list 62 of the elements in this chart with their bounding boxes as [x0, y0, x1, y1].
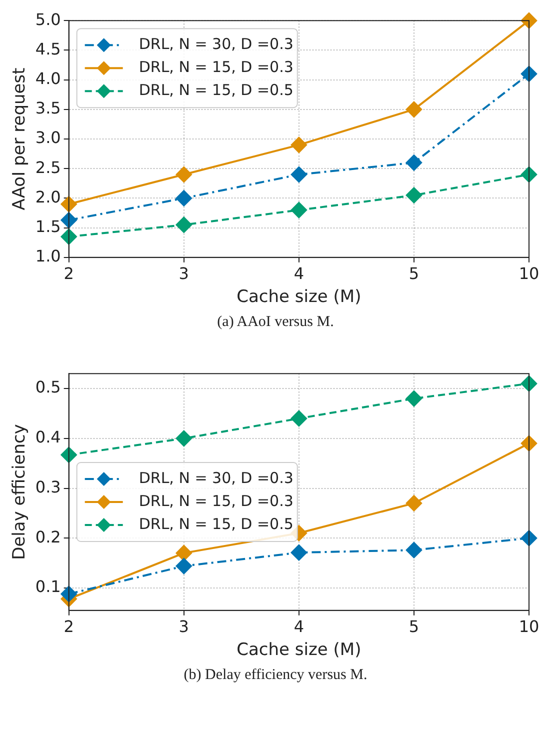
point — [521, 435, 537, 452]
point — [290, 202, 307, 218]
x-tick-label: 3 — [178, 617, 189, 636]
y-tick-label: 2.0 — [35, 187, 61, 206]
y-tick-label: 0.3 — [35, 477, 61, 496]
legend-label: DRL, N = 15, D =0.5 — [138, 80, 294, 99]
legend-label: DRL, N = 30, D =0.3 — [138, 34, 294, 53]
text: (a) AAoI versus M. — [216, 314, 335, 331]
point — [176, 558, 192, 574]
y-tick-label: 4.0 — [35, 68, 61, 88]
point — [290, 136, 307, 153]
y-tick-label: 3.5 — [35, 98, 61, 118]
y-tick-label: 0.5 — [35, 378, 61, 397]
point — [176, 166, 192, 183]
point — [60, 212, 77, 228]
legend-label: DRL, N = 15, D =0.3 — [138, 58, 294, 76]
point — [176, 216, 192, 233]
y-tick-label: 0.2 — [35, 527, 61, 546]
point — [290, 166, 307, 183]
point — [60, 196, 77, 212]
y-tick-label: 5.0 — [35, 10, 61, 29]
x-tick-label: 2 — [64, 617, 74, 636]
x-tick-label: 10 — [518, 617, 540, 636]
x-tick-label: 4 — [294, 264, 304, 284]
text: (b) Delay efficiency versus M. — [182, 667, 368, 684]
point — [406, 390, 422, 407]
point — [60, 586, 77, 602]
x-tick-label: 10 — [518, 264, 540, 284]
y-tick-label: 2.5 — [35, 158, 61, 177]
y-axis-title: Delay efficiency — [10, 424, 30, 560]
point — [521, 530, 537, 546]
point — [290, 544, 307, 561]
x-axis-title: Cache size (M) — [236, 287, 362, 308]
point — [521, 66, 537, 82]
point — [406, 154, 422, 171]
x-tick-label: 2 — [64, 264, 74, 284]
point — [406, 101, 422, 118]
y-tick-label: 0.4 — [35, 428, 61, 447]
y-tick-label: 4.5 — [35, 39, 61, 58]
point — [60, 446, 77, 463]
point — [176, 430, 192, 446]
x-axis-title: Cache size (M) — [236, 640, 362, 660]
y-tick-label: 3.0 — [35, 128, 61, 148]
legend-label: DRL, N = 30, D =0.3 — [138, 468, 294, 487]
legend-label: DRL, N = 15, D =0.5 — [138, 514, 294, 533]
x-tick-label: 5 — [408, 617, 420, 636]
y-tick-label: 0.1 — [35, 577, 61, 596]
y-axis-title: AAoI per request — [10, 67, 30, 210]
point — [176, 190, 192, 206]
y-tick-label: 1.0 — [35, 246, 61, 266]
x-tick-label: 5 — [408, 264, 420, 284]
point — [290, 410, 307, 426]
legend-label: DRL, N = 15, D =0.3 — [138, 492, 294, 510]
point — [176, 545, 192, 562]
y-tick-label: 1.5 — [35, 216, 61, 236]
x-tick-label: 4 — [294, 617, 304, 636]
point — [406, 495, 422, 512]
x-tick-label: 3 — [178, 264, 189, 284]
point — [406, 187, 422, 204]
point — [521, 12, 537, 29]
point — [406, 542, 422, 558]
point — [60, 228, 77, 245]
